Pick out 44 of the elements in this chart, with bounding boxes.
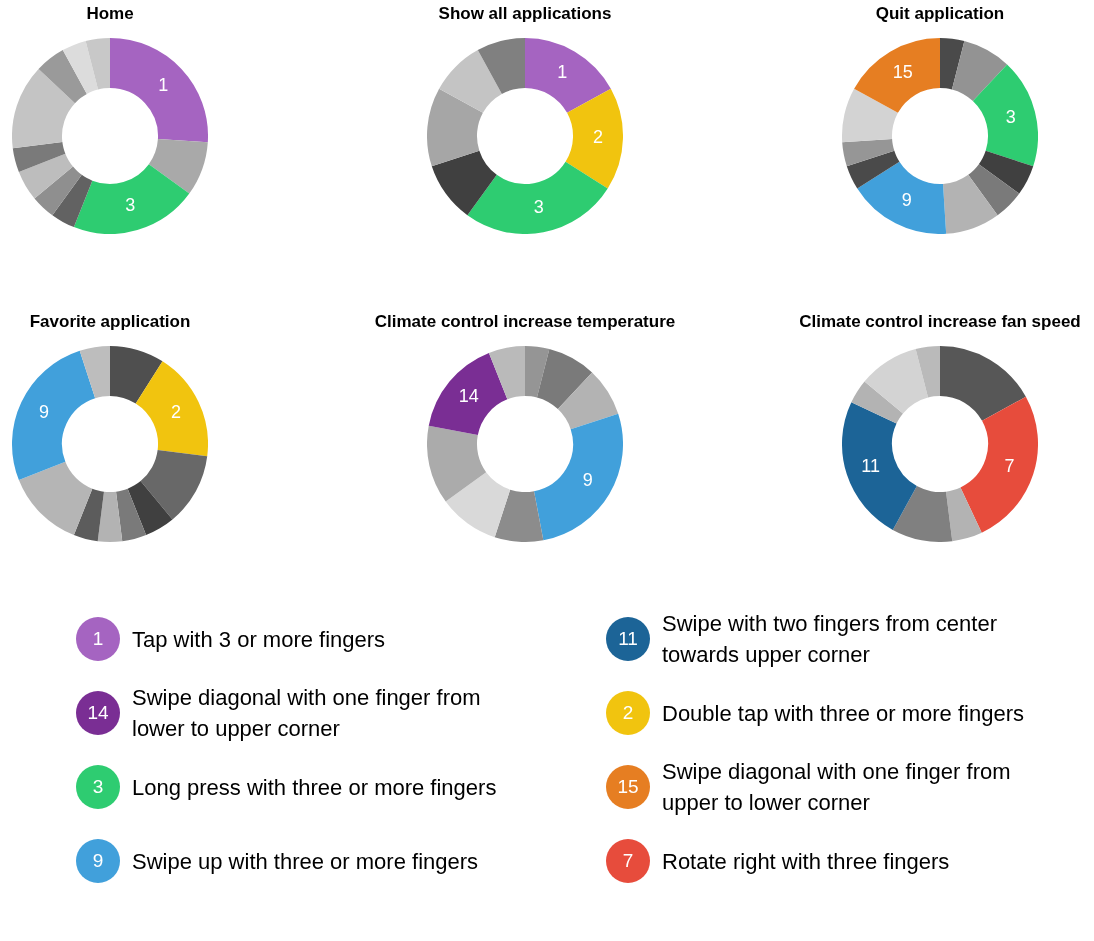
chart-title: Climate control increase temperature [373,312,677,332]
chart-title: Show all applications [437,4,613,24]
chart-title: Favorite application [28,312,192,332]
slice-label: 7 [1004,455,1015,476]
chart-title: Climate control increase fan speed [798,312,1082,332]
slice-label: 3 [125,195,136,216]
slice-label: 1 [557,62,568,83]
category-label: 3 [92,776,104,798]
text: Swipe up with three or more fingers [132,847,479,876]
text: Tap with 3 or more fingers [132,625,386,654]
category-label: 2 [622,702,634,724]
slice-label: 9 [582,470,593,491]
circle-badge: 9 [76,839,120,883]
text: Swipe diagonal with one finger from upper to lower corner [662,758,1012,817]
text: Swipe diagonal with one finger from lower to upper corner [132,684,482,743]
slice-label: 1 [158,74,169,95]
text: Double tap with three or more fingers [662,699,1024,728]
slice-label: 3 [533,196,544,217]
circle-badge: 1 [76,617,120,661]
slice-label: 15 [892,62,913,83]
circle-badge: 2 [606,691,650,735]
category-label: 15 [617,776,639,798]
slice-label: 9 [38,401,49,422]
text: Long press with three or more fingers [132,773,497,802]
circle-badge: 3 [76,765,120,809]
slice-label: 3 [1005,106,1016,127]
category-label: 7 [622,850,634,872]
slice-label: 9 [901,190,912,211]
circle-badge: 7 [606,839,650,883]
slice-label: 2 [171,401,182,422]
slice-label: 14 [458,386,479,407]
slice-label: 2 [592,127,603,148]
circle-badge: 11 [606,617,650,661]
text: Rotate right with three fingers [662,847,950,876]
slice-label: 11 [861,455,880,476]
category-label: 9 [92,850,104,872]
category-label: 1 [92,628,104,650]
circle-badge: 15 [606,765,650,809]
chart-title: Home [85,4,135,24]
category-label: 11 [618,628,638,650]
circle-badge: 14 [76,691,120,735]
chart-title: Quit application [874,4,1006,24]
category-label: 14 [87,702,109,724]
text: Swipe with two fingers from center towards upper corner [662,610,999,669]
